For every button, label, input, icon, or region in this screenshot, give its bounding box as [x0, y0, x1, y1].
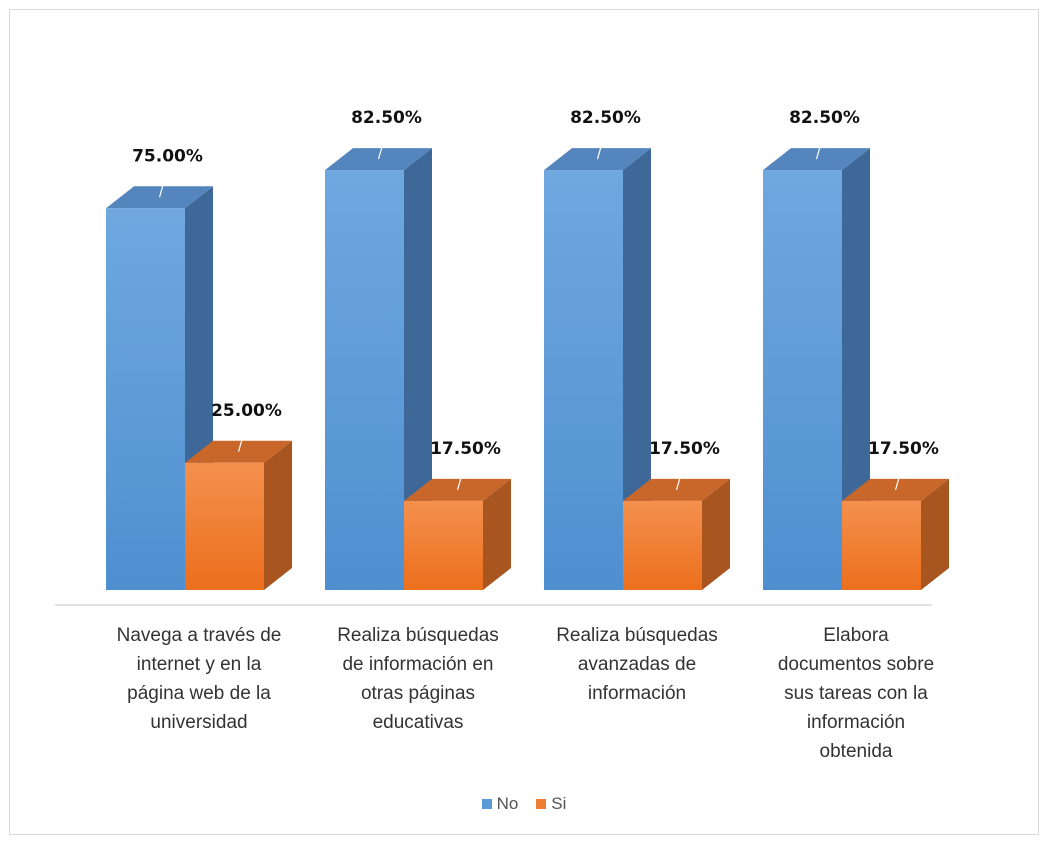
category-label-2: Realiza búsquedas de información en otra… — [337, 625, 499, 733]
legend-swatch-si — [536, 799, 547, 809]
bar-no-4 — [763, 148, 870, 590]
label-leader-si-1 — [237, 423, 248, 452]
bar-no-3 — [544, 148, 651, 590]
legend: No Si — [0, 794, 1048, 814]
label-leader-si-3 — [675, 461, 686, 491]
label-leader-no-1 — [158, 169, 169, 198]
data-label-no-2: 82.50% — [351, 108, 422, 128]
data-label-si-2: 17.50% — [430, 439, 501, 459]
bar-si-4 — [842, 478, 949, 590]
legend-label-no: No — [496, 794, 519, 813]
data-label-si-3: 17.50% — [649, 439, 720, 459]
category-label-1: Navega a través de internet y en la pági… — [116, 625, 282, 733]
legend-item-no: No — [481, 794, 519, 814]
data-label-si-4: 17.50% — [868, 439, 939, 459]
label-leader-no-4 — [815, 130, 826, 160]
bar-no-2 — [325, 148, 432, 590]
data-label-no-4: 82.50% — [789, 108, 860, 128]
bar-si-1 — [185, 440, 292, 590]
data-label-no-1: 75.00% — [132, 146, 203, 166]
label-leader-si-4 — [894, 461, 905, 491]
category-label-4: Elabora documentos sobre sus tareas con … — [777, 625, 935, 762]
legend-swatch-no — [481, 799, 492, 809]
category-label-3: Realiza búsquedas avanzadas de informaci… — [556, 625, 718, 704]
data-label-si-1: 25.00% — [211, 401, 282, 421]
data-label-no-3: 82.50% — [570, 108, 641, 128]
label-leader-no-2 — [377, 130, 388, 160]
label-leader-no-3 — [596, 130, 607, 160]
legend-label-si: Si — [551, 794, 567, 813]
bar-si-3 — [623, 478, 730, 590]
bar-si-2 — [404, 478, 511, 590]
legend-item-si: Si — [536, 794, 566, 814]
label-leader-si-2 — [456, 461, 467, 491]
